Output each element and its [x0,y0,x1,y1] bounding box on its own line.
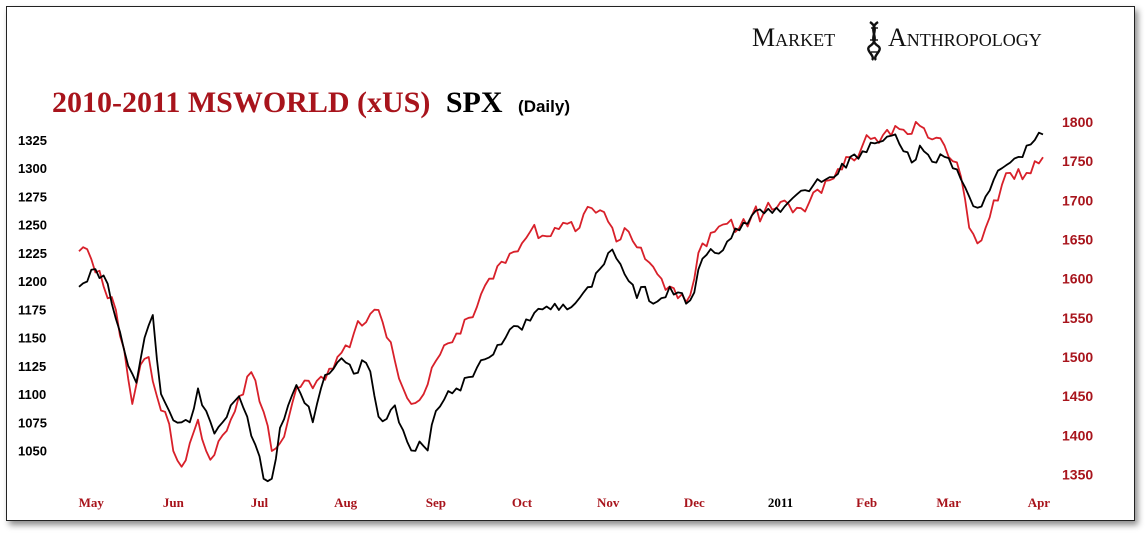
right-tick-label: 1800 [1062,114,1093,130]
x-tick-label: Nov [597,495,620,510]
right-tick-label: 1600 [1062,271,1093,287]
right-tick-label: 1500 [1062,349,1093,365]
left-tick-label: 1075 [18,415,47,430]
chart-title-main: 2010-2011 MSWORLD (xUS) [52,86,430,119]
right-tick-label: 1550 [1062,310,1093,326]
x-tick-label: Jun [163,495,185,510]
x-tick-label: Apr [1028,495,1051,510]
left-tick-label: 1275 [18,189,47,204]
left-tick-label: 1250 [18,218,47,233]
left-tick-label: 1100 [18,387,46,402]
left-axis: 1050 1075 1100 1125 1150 1175 1200 1225 1250 1275… [18,133,47,459]
dna-helix-icon [867,21,881,61]
chart-frame [6,6,1135,521]
x-tick-label: Dec [684,495,705,510]
series-line-msworld [78,121,1044,468]
brand-logo: Market Anthropology [752,21,1042,61]
right-tick-label: 1750 [1062,153,1093,169]
chart-title: 2010-2011 MSWORLD (xUS) SPX (Daily) [52,86,570,119]
right-tick-label: 1400 [1062,427,1093,443]
left-tick-label: 1200 [18,274,47,289]
left-tick-label: 1225 [18,246,47,261]
chart-title-spx: SPX [446,86,503,119]
x-tick-label: Aug [334,495,358,510]
brand-left: Market [752,23,835,52]
left-tick-label: 1050 [18,444,47,459]
right-tick-label: 1650 [1062,232,1093,248]
x-tick-label: May [79,495,105,510]
series-line-spx [78,131,1044,483]
left-tick-label: 1125 [18,359,46,374]
x-axis: May Jun Jul Aug Sep Oct Nov Dec 2011 Feb Mar Apr [79,495,1051,510]
x-tick-label: Feb [856,495,877,510]
x-tick-label: Sep [426,495,446,510]
brand-right: Anthropology [888,23,1042,52]
right-tick-label: 1450 [1062,388,1093,404]
left-tick-label: 1300 [18,161,47,176]
chart-title-period: (Daily) [518,97,570,116]
x-tick-label: 2011 [768,495,793,510]
series-layer [78,121,1044,483]
right-axis: 1350 1400 1450 1500 1550 1600 1650 1700 1750 1800 [1062,114,1093,483]
right-tick-label: 1700 [1062,192,1093,208]
left-tick-label: 1175 [18,302,46,317]
x-tick-label: Oct [512,495,533,510]
left-tick-label: 1150 [18,331,46,346]
left-tick-label: 1325 [18,133,47,148]
x-tick-label: Mar [936,495,961,510]
right-tick-label: 1350 [1062,467,1093,483]
x-tick-label: Jul [251,495,269,510]
